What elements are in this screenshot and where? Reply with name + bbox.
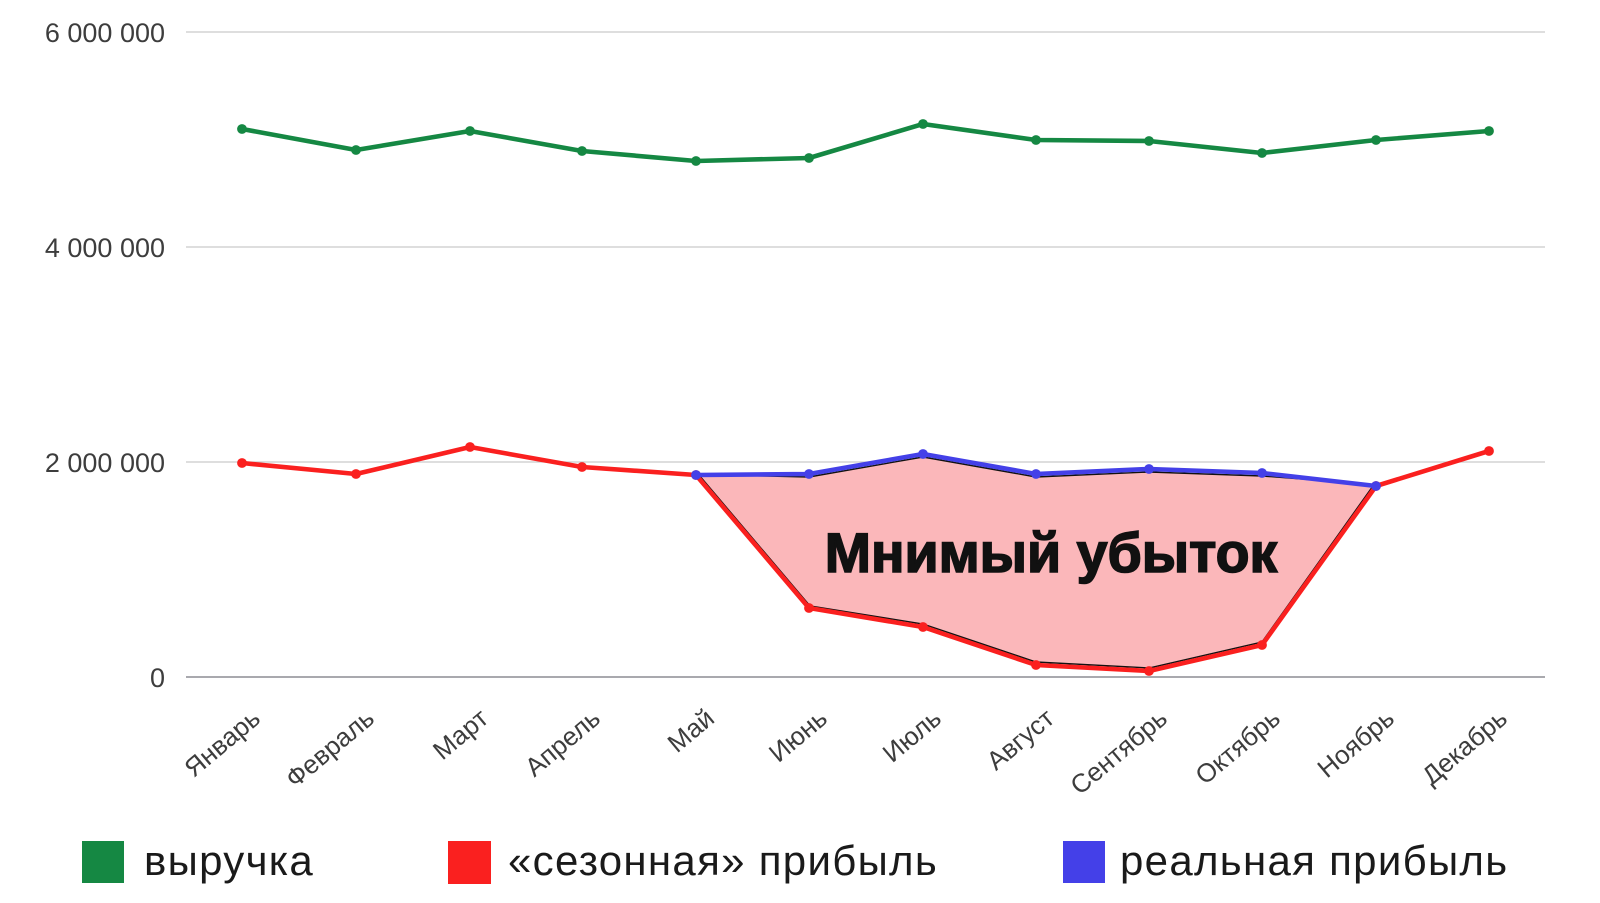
svg-text:Ноябрь: Ноябрь xyxy=(1311,703,1399,784)
svg-text:Октябрь: Октябрь xyxy=(1189,703,1285,791)
svg-text:Мнимый убыток: Мнимый убыток xyxy=(825,522,1278,584)
svg-text:Сентябрь: Сентябрь xyxy=(1064,703,1173,801)
svg-text:Март: Март xyxy=(427,703,494,766)
svg-text:Май: Май xyxy=(662,703,720,759)
svg-text:Июнь: Июнь xyxy=(763,703,833,768)
svg-text:реальная прибыль: реальная прибыль xyxy=(1120,837,1508,884)
svg-text:2 000 000: 2 000 000 xyxy=(45,448,165,478)
svg-text:выручка: выручка xyxy=(144,837,314,884)
svg-text:0: 0 xyxy=(150,663,165,693)
svg-text:«сезонная» прибыль: «сезонная» прибыль xyxy=(508,837,938,884)
svg-text:6 000 000: 6 000 000 xyxy=(45,18,165,48)
svg-text:Январь: Январь xyxy=(178,703,266,783)
svg-text:Февраль: Февраль xyxy=(280,703,380,794)
svg-text:Апрель: Апрель xyxy=(519,703,606,783)
svg-text:Декабрь: Декабрь xyxy=(1416,703,1513,791)
svg-text:4 000 000: 4 000 000 xyxy=(45,233,165,263)
svg-text:Июль: Июль xyxy=(877,703,947,769)
svg-text:Август: Август xyxy=(981,703,1060,776)
